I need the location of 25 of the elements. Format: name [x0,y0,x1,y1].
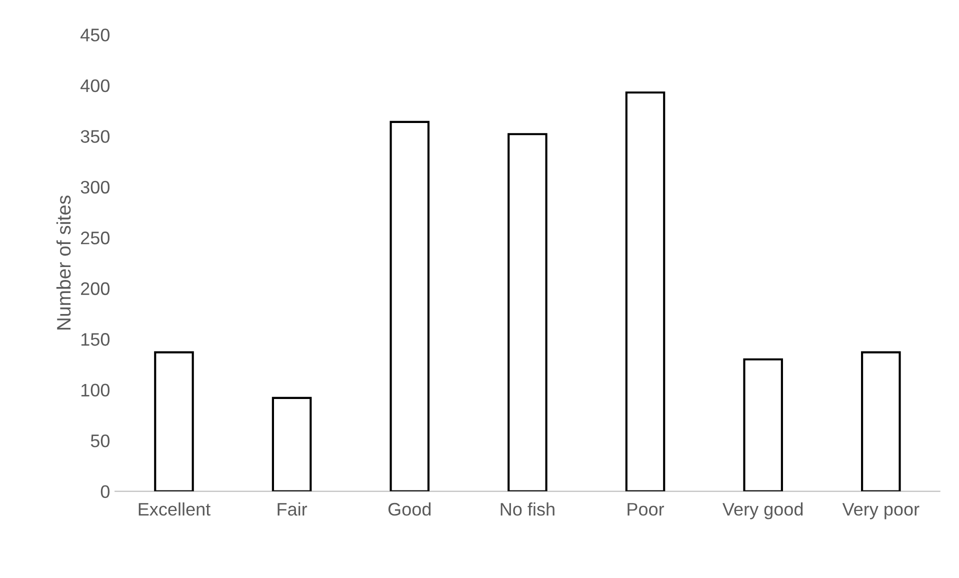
x-tick-label: Very poor [842,503,920,520]
bar [625,91,666,492]
x-tick-label: Fair [278,502,308,516]
y-tick-label: 300 [80,180,110,194]
y-tick-label: 50 [90,434,110,448]
y-tick-label: 450 [80,28,110,42]
x-tick-label: Very good [722,502,803,520]
bar [390,120,430,492]
y-tick-label: 0 [100,485,110,498]
bar [272,396,312,492]
x-tick-label: Good [388,502,431,516]
y-tick-label: 350 [80,130,110,143]
bar [743,358,783,492]
y-tick-label: 100 [81,384,110,397]
x-tick-label: Poor [628,503,664,516]
y-tick-label: 150 [81,333,110,346]
x-tick-label: Excellent [138,502,210,516]
y-tick-label: 400 [80,79,110,92]
y-tick-label: 250 [81,232,110,244]
x-tick-label: No fish [500,502,554,516]
y-tick-label: 200 [81,282,110,296]
bar [508,133,548,492]
bar [861,351,901,492]
y-axis-title: Number of sites [56,196,71,330]
bar [154,351,194,492]
